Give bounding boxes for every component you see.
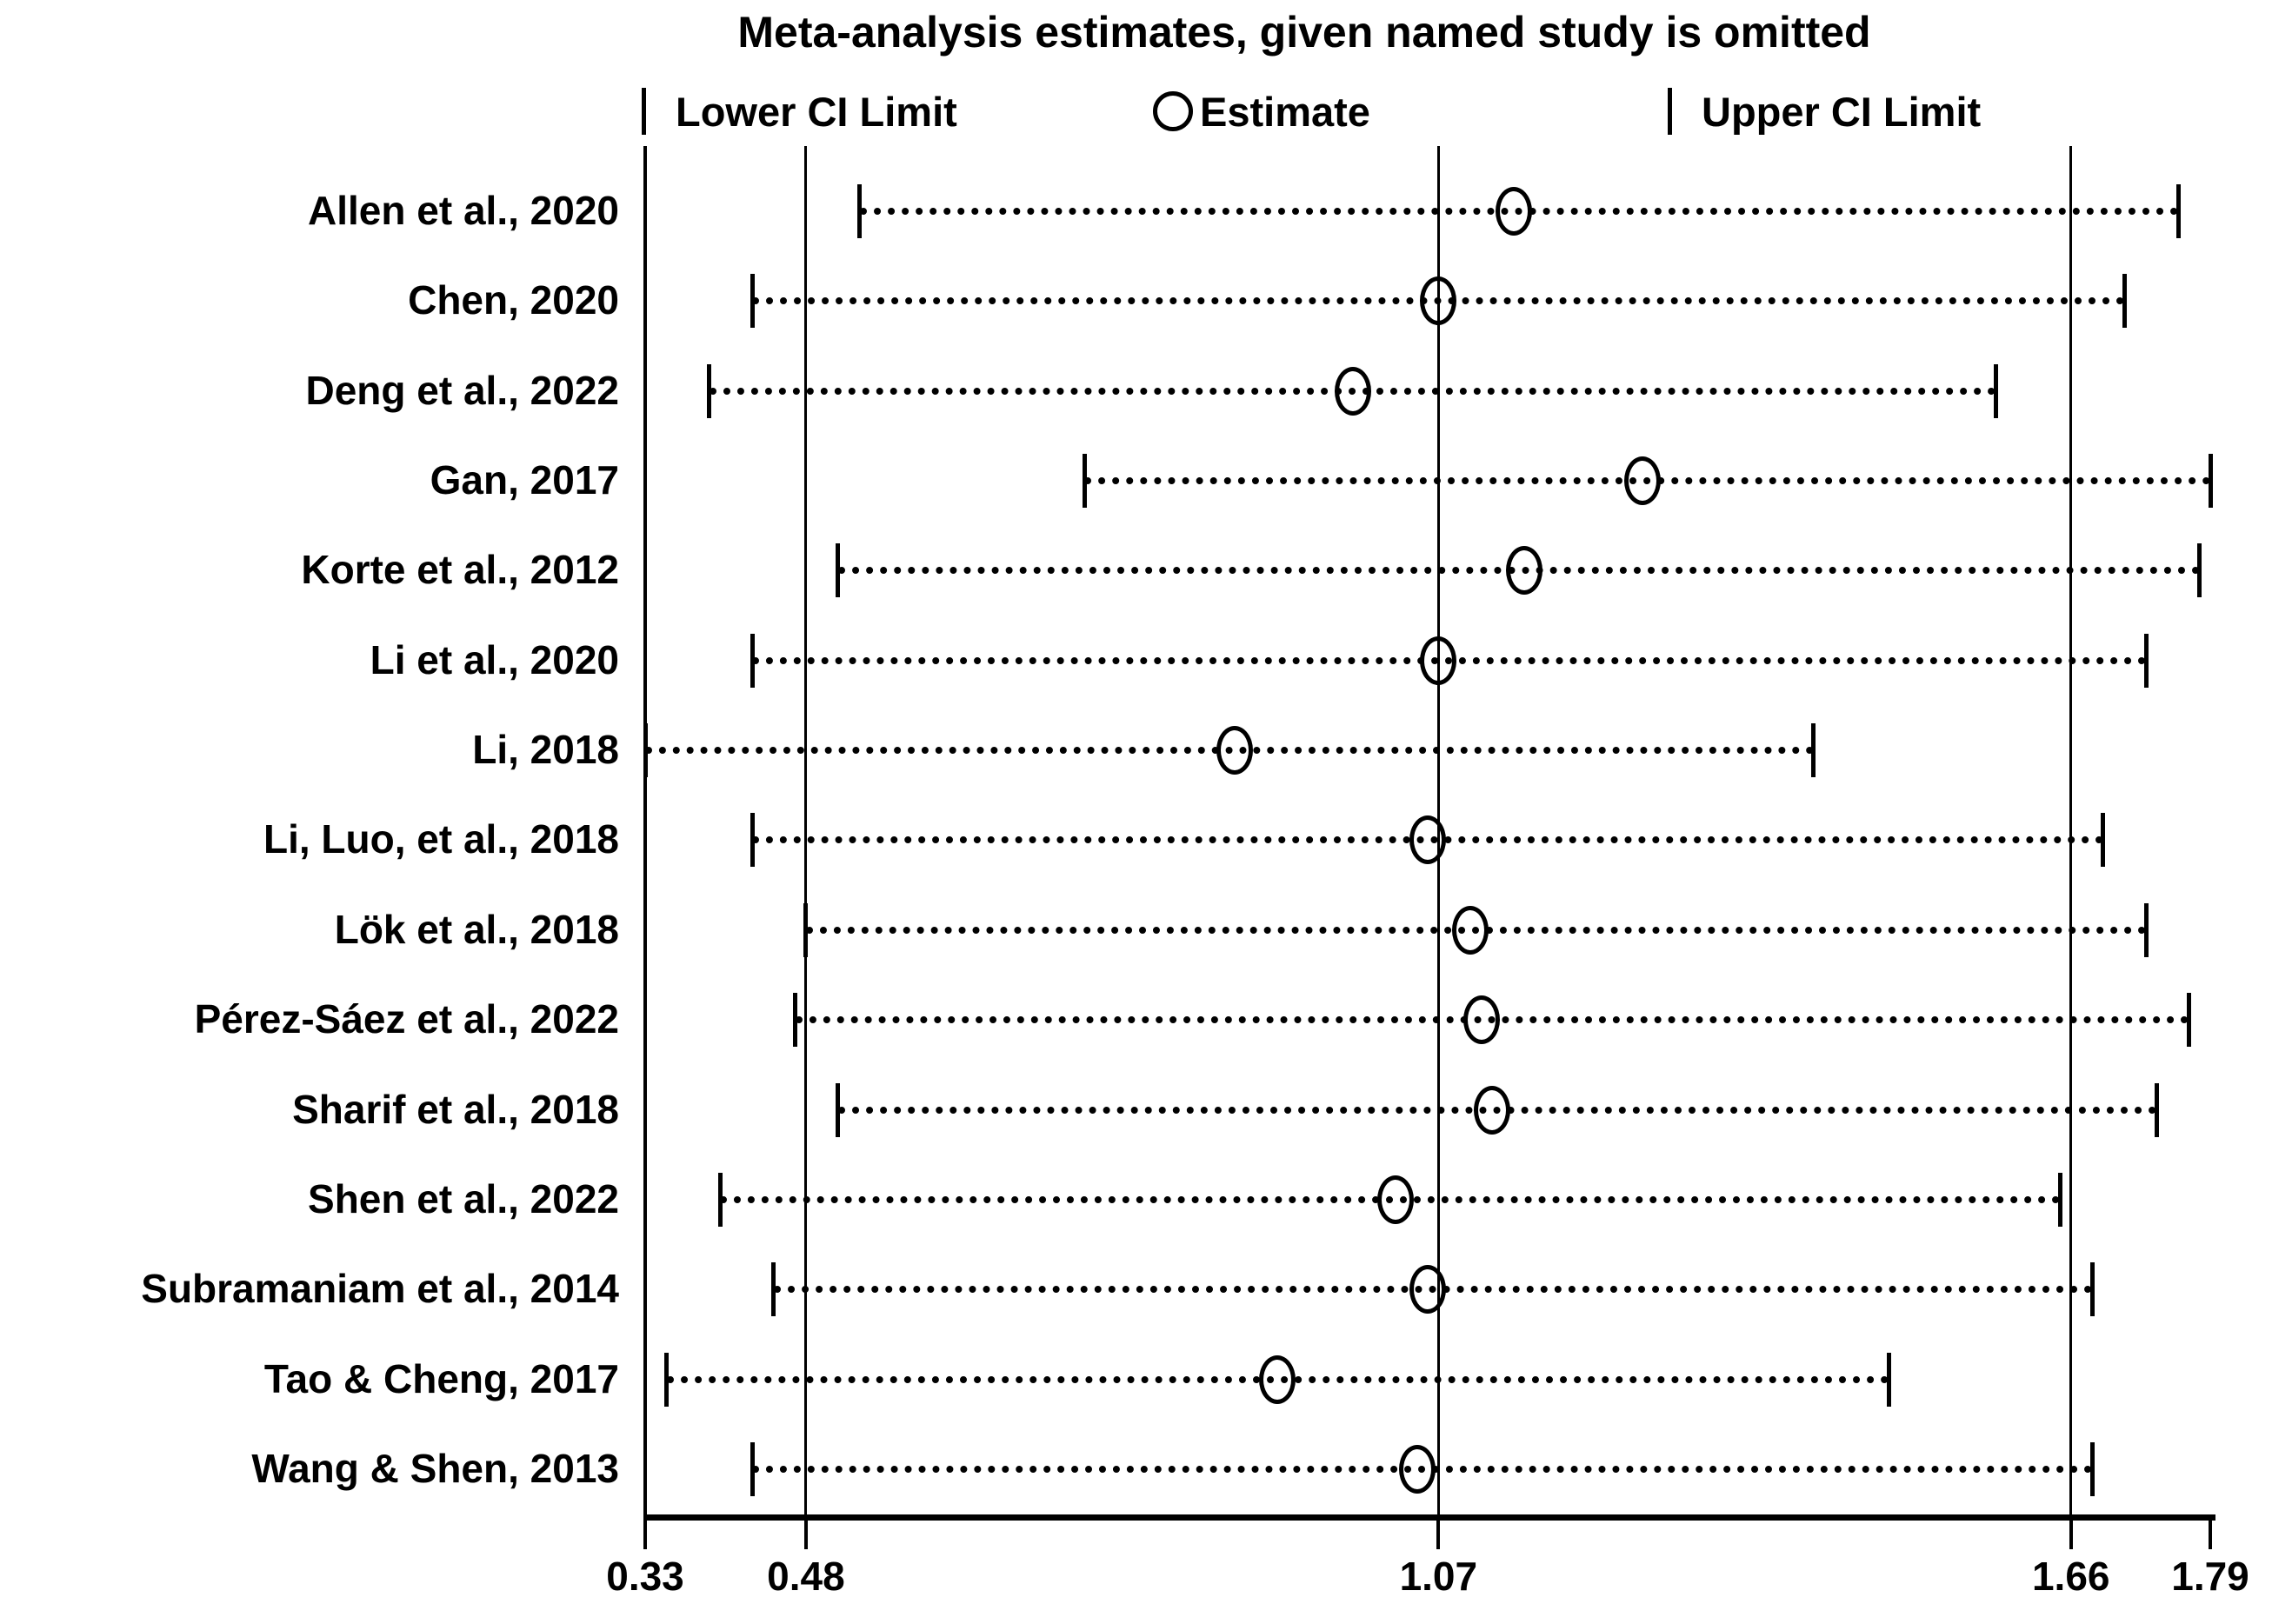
ci-lower-tick (1082, 454, 1087, 509)
ci-lower-tick (750, 1441, 755, 1496)
estimate-marker (1259, 1354, 1296, 1404)
ci-upper-tick (1993, 363, 1998, 418)
x-axis-tick-4 (2209, 1520, 2212, 1549)
legend-upper-label: Upper CI Limit (1702, 88, 1982, 135)
x-axis-tick-3 (2069, 1520, 2073, 1549)
estimate-marker (1409, 815, 1446, 865)
estimate-marker (1420, 276, 1457, 326)
x-axis-tick-label: 0.48 (767, 1554, 845, 1599)
x-axis-line (643, 1514, 2215, 1521)
estimate-marker (1377, 1175, 1414, 1224)
estimate-marker (1495, 187, 1532, 236)
study-label: Tao & Cheng, 2017 (263, 1355, 619, 1401)
study-label: Gan, 2017 (430, 456, 619, 503)
x-axis-tick-label: 1.79 (2171, 1554, 2249, 1599)
study-label: Li, Luo, et al., 2018 (263, 816, 619, 862)
ci-lower-tick (857, 184, 863, 238)
ci-lower-tick (643, 723, 648, 778)
ci-upper-tick (2101, 813, 2106, 868)
study-label: Wang & Shen, 2013 (251, 1445, 619, 1491)
study-label: Deng et al., 2022 (305, 367, 620, 413)
ci-upper-tick (2143, 633, 2149, 688)
ci-upper-tick (2175, 184, 2181, 238)
lower-ci-tick-icon (642, 88, 646, 135)
legend-item-lower-ci: Lower CI Limit (642, 83, 957, 139)
legend-item-estimate: Estimate (1153, 83, 1370, 139)
x-axis-tick-label: 0.33 (606, 1554, 684, 1599)
estimate-marker (1216, 726, 1254, 775)
ci-upper-tick (2122, 274, 2127, 329)
reference-line-0 (804, 146, 808, 1514)
y-axis-line (643, 146, 647, 1514)
ci-lower-tick (771, 1262, 776, 1317)
ci-upper-tick (2208, 454, 2213, 509)
ci-upper-tick (2089, 1262, 2095, 1317)
estimate-marker (1505, 546, 1542, 596)
ci-upper-tick (2057, 1172, 2062, 1227)
study-label: Lök et al., 2018 (334, 906, 619, 952)
x-axis-tick-2 (1436, 1520, 1441, 1549)
ci-upper-tick (2197, 543, 2202, 598)
x-axis-tick-label: 1.66 (2031, 1554, 2110, 1599)
ci-lower-tick (717, 1172, 723, 1227)
legend: Lower CI Limit Estimate Upper CI Limit (0, 83, 2292, 139)
study-label: Shen et al., 2022 (308, 1175, 619, 1221)
ci-upper-tick (1811, 723, 1816, 778)
upper-ci-tick-icon (1668, 88, 1672, 135)
ci-lower-tick (803, 902, 809, 957)
legend-item-upper-ci: Upper CI Limit (1668, 83, 1981, 139)
estimate-marker (1452, 905, 1489, 955)
legend-estimate-label: Estimate (1200, 88, 1370, 135)
ci-lower-tick (793, 993, 798, 1048)
estimate-marker (1409, 1265, 1446, 1315)
x-axis-tick-0 (643, 1520, 647, 1549)
study-label: Sharif et al., 2018 (292, 1086, 619, 1132)
estimate-marker (1462, 995, 1500, 1045)
ci-upper-tick (2154, 1082, 2159, 1137)
ci-lower-tick (664, 1352, 670, 1407)
ci-upper-tick (2089, 1441, 2095, 1496)
study-label: Korte et al., 2012 (301, 547, 619, 593)
estimate-marker (1334, 366, 1371, 416)
x-axis-tick-1 (803, 1520, 808, 1549)
ci-lower-tick (836, 1082, 841, 1137)
ci-lower-tick (707, 363, 712, 418)
estimate-marker (1473, 1085, 1510, 1135)
ci-lower-tick (750, 274, 755, 329)
ci-upper-tick (2143, 902, 2149, 957)
study-label: Allen et al., 2020 (308, 187, 619, 233)
ci-upper-tick (2186, 993, 2191, 1048)
chart-title: Meta-analysis estimates, given named stu… (737, 8, 1871, 57)
legend-lower-label: Lower CI Limit (676, 88, 957, 135)
estimate-marker (1623, 456, 1661, 506)
study-label: Pérez-Sáez et al., 2022 (194, 996, 619, 1042)
estimate-circle-icon (1153, 91, 1193, 131)
study-label: Subramaniam et al., 2014 (141, 1266, 619, 1312)
estimate-marker (1398, 1444, 1436, 1494)
ci-upper-tick (1886, 1352, 1891, 1407)
reference-line-2 (2069, 146, 2073, 1514)
ci-lower-tick (750, 633, 755, 688)
ci-lower-tick (836, 543, 841, 598)
x-axis-tick-label: 1.07 (1399, 1554, 1478, 1599)
ci-lower-tick (750, 813, 755, 868)
study-label: Chen, 2020 (408, 277, 619, 323)
study-label: Li, 2018 (472, 727, 619, 773)
study-label: Li et al., 2020 (370, 636, 619, 682)
estimate-marker (1420, 636, 1457, 685)
